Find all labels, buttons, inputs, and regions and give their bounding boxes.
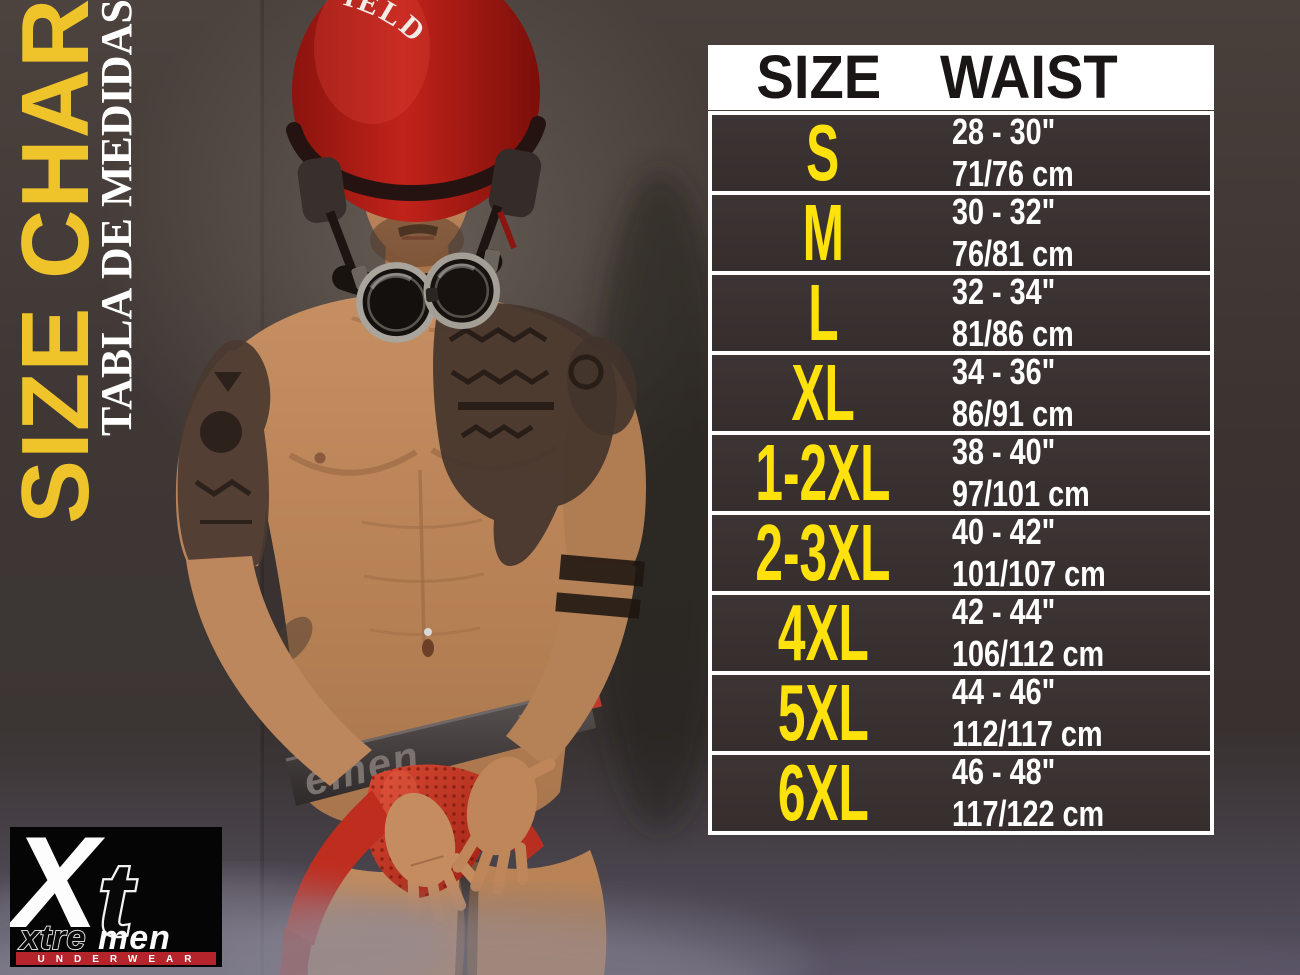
navel-piercing — [424, 628, 432, 636]
table-row-l: L 32 - 34" 81/86 cm — [708, 271, 1214, 355]
mustache — [398, 224, 438, 237]
table-row-s: S 28 - 30" 71/76 cm — [708, 111, 1214, 195]
xtremen-logo: X t xtre men UNDERWEAR — [10, 827, 222, 967]
logo-x: X — [10, 827, 106, 955]
waist-inches: 32 - 34" — [952, 271, 1056, 312]
waist-inches: 42 - 44" — [952, 591, 1056, 632]
size-value: 4XL — [777, 588, 869, 677]
logo-underwear-bar — [16, 952, 216, 965]
waist-cm: 106/112 cm — [952, 633, 1105, 674]
waist-cm: 97/101 cm — [952, 473, 1090, 514]
size-value: M — [802, 188, 844, 277]
waist-cm: 112/117 cm — [952, 713, 1103, 754]
chest-tattoo — [433, 302, 637, 566]
left-hand — [452, 756, 556, 895]
size-value: S — [806, 108, 840, 197]
size-value: 6XL — [777, 748, 869, 837]
table-row-m: M 30 - 32" 76/81 cm — [708, 191, 1214, 275]
helmet: IELD — [286, 0, 546, 272]
waistband — [286, 688, 596, 806]
header-size: SIZE — [756, 43, 882, 111]
page-subtitle: TABLA DE MEDIDAS — [92, 0, 141, 436]
navel — [422, 639, 434, 657]
forearm-band-tattoos — [555, 554, 645, 619]
table-row-2-3xl: 2-3XL 40 - 42" 101/107 cm — [708, 511, 1214, 595]
table-row-xl: XL 34 - 36" 86/91 cm — [708, 351, 1214, 435]
waist-inches: 44 - 46" — [952, 671, 1056, 712]
waist-inches: 46 - 48" — [952, 751, 1056, 792]
arm-sleeve-tattoo — [177, 339, 313, 664]
waist-cm: 76/81 cm — [952, 233, 1074, 274]
beard-stubble — [370, 213, 464, 267]
size-table: SIZE WAIST S 28 - 30" 71/76 cm M 30 - 32… — [708, 45, 1214, 835]
size-value: 5XL — [777, 668, 869, 757]
waist-inches: 34 - 36" — [952, 351, 1056, 392]
waist-cm: 71/76 cm — [952, 153, 1074, 194]
waist-cm: 101/107 cm — [952, 553, 1106, 594]
page-title: SIZE CHART — [2, 0, 109, 524]
size-value: XL — [791, 348, 855, 437]
table-row-1-2xl: 1-2XL 38 - 40" 97/101 cm — [708, 431, 1214, 515]
size-value: 1-2XL — [755, 428, 891, 517]
model-right-forearm — [186, 556, 372, 786]
logo-underwear-label: UNDERWEAR — [38, 954, 203, 965]
waist-cm: 81/86 cm — [952, 313, 1074, 354]
size-value: L — [807, 268, 839, 357]
waist-inches: 28 - 30" — [952, 111, 1056, 152]
waist-inches: 38 - 40" — [952, 431, 1056, 472]
goggles — [332, 249, 503, 343]
waist-cm: 117/122 cm — [952, 793, 1105, 834]
header-waist: WAIST — [940, 43, 1118, 111]
logo-wordmark-solid: men — [98, 919, 171, 957]
size-value: 2-3XL — [755, 508, 891, 597]
waist-cm: 86/91 cm — [952, 393, 1074, 434]
table-header: SIZE WAIST — [708, 45, 1214, 110]
waist-inches: 30 - 32" — [952, 191, 1056, 232]
table-row-6xl: 6XL 46 - 48" 117/122 cm — [708, 751, 1214, 835]
logo-wordmark-outline: xtre — [18, 919, 86, 957]
logo-t: t — [98, 842, 137, 958]
table-row-4xl: 4XL 42 - 44" 106/112 cm — [708, 591, 1214, 675]
waist-inches: 40 - 42" — [952, 511, 1056, 552]
table-row-5xl: 5XL 44 - 46" 112/117 cm — [708, 671, 1214, 755]
